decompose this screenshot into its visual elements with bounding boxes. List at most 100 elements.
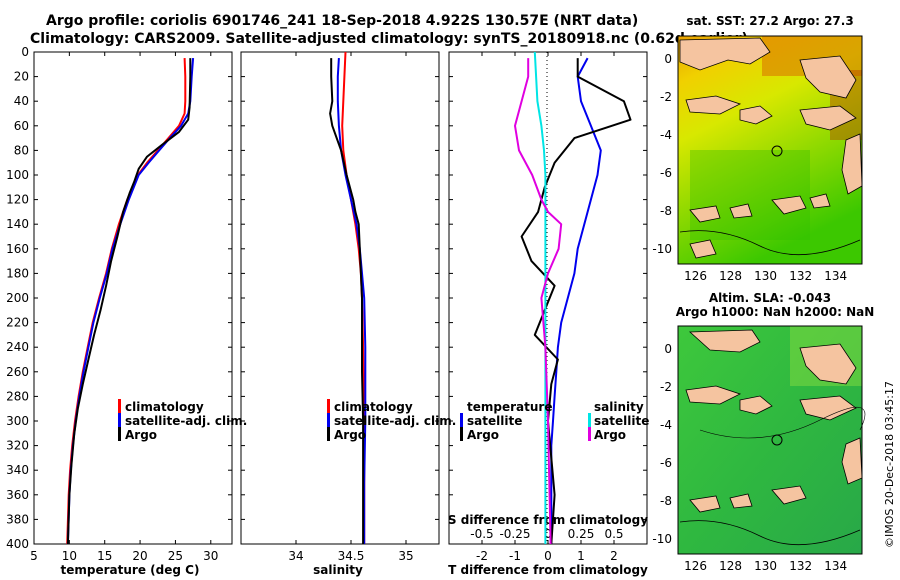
- s-tick-label: -0.25: [499, 527, 530, 541]
- legend-temperature-title: temperature: [467, 400, 552, 414]
- salinity-x-ticks: 34 34.5 35: [288, 52, 414, 563]
- sla-map-ticks: 126 128 130 132 134 0 -2 -4 -6 -8 -10: [652, 342, 847, 573]
- depth-tick-label: 280: [6, 389, 29, 403]
- x-tick-label: 34.5: [338, 549, 365, 563]
- depth-tick-label: 120: [6, 193, 29, 207]
- legend-s-argo: Argo: [594, 428, 626, 442]
- sst-map-title: sat. SST: 27.2 Argo: 27.3: [686, 14, 853, 28]
- sst-map: [677, 35, 863, 265]
- series-climatology: [341, 52, 366, 544]
- difference-s-xlabel: S difference from climatology: [448, 513, 648, 527]
- legend-swatch-argo-s: [327, 427, 330, 441]
- map-lon-label: 132: [789, 559, 812, 573]
- map-lat-label: -8: [660, 204, 672, 218]
- x-tick-label: 20: [132, 549, 147, 563]
- salinity-lines: [329, 52, 367, 544]
- s-tick-label: 0: [544, 527, 552, 541]
- x-tick-label: 35: [398, 549, 413, 563]
- series-s-satellite: [533, 52, 547, 544]
- salinity-legend: climatology satellite-adj. clim. Argo: [327, 399, 456, 442]
- map-lon-label: 128: [719, 559, 742, 573]
- map-lat-label: -10: [652, 242, 672, 256]
- map-lat-label: -6: [660, 456, 672, 470]
- series-argo: [329, 58, 365, 544]
- legend-swatch-climatology-s: [327, 399, 330, 413]
- sla-map-title-1: Altim. SLA: -0.043: [709, 291, 831, 305]
- temperature-xlabel: temperature (deg C): [61, 563, 200, 577]
- map-lon-label: 132: [789, 269, 812, 283]
- title-line-1: Argo profile: coriolis 6901746_241 18-Se…: [46, 13, 638, 29]
- sla-argo-location: [771, 434, 783, 446]
- depth-tick-label: 140: [6, 217, 29, 231]
- temperature-x-ticks: 5 10 15 20 25 30: [30, 52, 218, 563]
- legend-salinity-title: salinity: [594, 400, 644, 414]
- x-tick-label: 10: [62, 549, 77, 563]
- x-tick-label: 15: [97, 549, 112, 563]
- depth-tick-label: 220: [6, 316, 29, 330]
- legend-swatch-argo: [118, 427, 121, 441]
- map-lat-label: -10: [652, 532, 672, 546]
- depth-tick-label: 200: [6, 291, 29, 305]
- sst-map-ticks: 126 128 130 132 134 0 -2 -4 -6 -8 -10: [652, 52, 847, 283]
- legend-s-satellite: satellite: [594, 414, 649, 428]
- depth-tick-label: 0: [21, 45, 29, 59]
- legend-t-satellite: satellite: [467, 414, 522, 428]
- depth-tick-label: 60: [14, 119, 29, 133]
- series-t-satellite: [550, 57, 602, 544]
- temperature-axes: [33, 51, 233, 545]
- s-tick-label: 0.25: [568, 527, 595, 541]
- map-lat-label: -2: [660, 380, 672, 394]
- depth-tick-label: 320: [6, 439, 29, 453]
- salinity-axes: [240, 51, 440, 545]
- x-tick-label: -2: [476, 549, 488, 563]
- depth-tick-label: 380: [6, 512, 29, 526]
- map-lat-label: -4: [660, 418, 672, 432]
- depth-tick-label: 40: [14, 94, 29, 108]
- map-lon-label: 134: [824, 559, 847, 573]
- depth-tick-label: 100: [6, 168, 29, 182]
- depth-tick-label: 260: [6, 365, 29, 379]
- map-lat-label: -2: [660, 90, 672, 104]
- sla-map: [677, 325, 866, 555]
- difference-xlabel: T difference from climatology: [448, 563, 648, 577]
- sla-contour: [679, 520, 861, 546]
- legend-swatch-satellite: [118, 413, 121, 427]
- x-tick-label: 0: [544, 549, 552, 563]
- sla-map-title-2: Argo h1000: NaN h2000: NaN: [676, 305, 875, 319]
- depth-tick-label: 400: [6, 537, 29, 551]
- salinity-xlabel: salinity: [313, 563, 363, 577]
- temperature-lines: [66, 58, 195, 544]
- legend-climatology: climatology: [125, 400, 204, 414]
- sla-land: [685, 329, 863, 513]
- sla-map-frame: [677, 325, 863, 555]
- series-argo: [66, 58, 192, 544]
- depth-tick-label: 240: [6, 340, 29, 354]
- legend-swatch-t-argo: [460, 427, 463, 441]
- x-tick-label: 1: [577, 549, 585, 563]
- depth-tick-label: 300: [6, 414, 29, 428]
- map-lat-label: 0: [664, 342, 672, 356]
- legend-satellite-s: satellite-adj. clim.: [334, 414, 456, 428]
- legend-argo-s: Argo: [334, 428, 366, 442]
- legend-swatch-s-satellite: [588, 413, 591, 427]
- legend-swatch-s-argo: [588, 427, 591, 441]
- difference-lines: [514, 52, 632, 544]
- sst-cool-patch: [690, 150, 810, 240]
- sst-map-frame: [677, 35, 863, 265]
- difference-axes: [448, 51, 648, 545]
- legend-argo: Argo: [125, 428, 157, 442]
- sst-contour: [679, 230, 861, 256]
- x-tick-label: -1: [509, 549, 521, 563]
- s-tick-label: 0.5: [604, 527, 623, 541]
- map-lon-label: 130: [754, 269, 777, 283]
- map-lat-label: -8: [660, 494, 672, 508]
- depth-tick-label: 360: [6, 488, 29, 502]
- map-lat-label: -6: [660, 166, 672, 180]
- imos-credit: ©IMOS 20-Dec-2018 03:45:17: [883, 381, 896, 548]
- map-lon-label: 126: [684, 559, 707, 573]
- legend-climatology-s: climatology: [334, 400, 413, 414]
- series-s-argo: [514, 58, 563, 544]
- x-tick-label: 30: [203, 549, 218, 563]
- depth-tick-label: 160: [6, 242, 29, 256]
